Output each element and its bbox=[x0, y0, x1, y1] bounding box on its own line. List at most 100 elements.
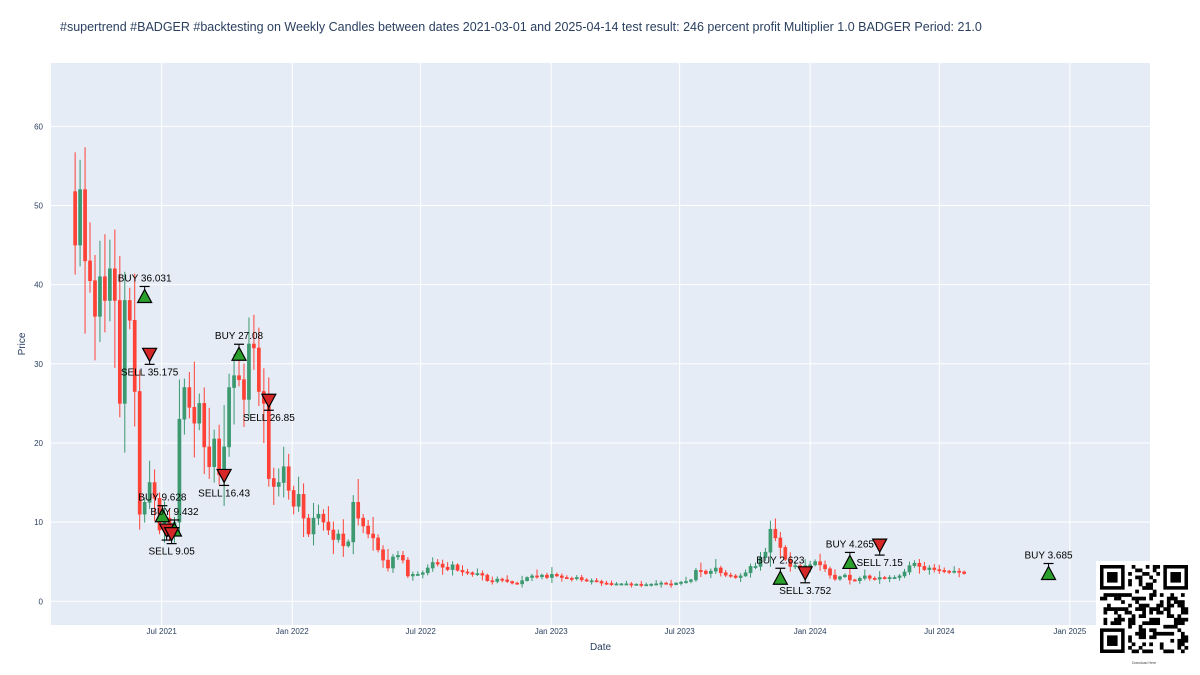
candle bbox=[569, 576, 574, 582]
candle bbox=[227, 373, 231, 457]
qr-code[interactable]: Download Here bbox=[1096, 561, 1192, 669]
candle bbox=[406, 557, 410, 579]
candle bbox=[887, 575, 892, 583]
plot-background bbox=[51, 63, 1150, 625]
chart-title: #supertrend #BADGER #backtesting on Week… bbox=[60, 20, 982, 34]
candle bbox=[872, 576, 877, 581]
candle bbox=[316, 504, 321, 526]
candle bbox=[540, 573, 544, 580]
candle bbox=[490, 576, 495, 585]
y-tick-label: 30 bbox=[34, 360, 43, 369]
y-tick-label: 60 bbox=[34, 122, 43, 131]
sell-signal-marker: SELL 3.752 bbox=[779, 566, 832, 597]
candle bbox=[639, 580, 644, 588]
candle bbox=[321, 509, 326, 531]
candle bbox=[122, 271, 127, 453]
candle bbox=[257, 327, 261, 406]
candle bbox=[465, 568, 470, 575]
candle bbox=[530, 573, 534, 581]
candle bbox=[301, 483, 306, 538]
candle bbox=[187, 372, 192, 419]
candle bbox=[743, 569, 748, 577]
y-tick-label: 40 bbox=[34, 281, 43, 290]
candle bbox=[242, 363, 246, 427]
candle bbox=[460, 565, 465, 576]
sell-signal-label: SELL 7.15 bbox=[857, 558, 904, 569]
candle bbox=[937, 564, 942, 574]
candle bbox=[331, 521, 336, 554]
candle bbox=[902, 568, 907, 579]
candle bbox=[98, 240, 102, 342]
sell-signal-label: SELL 3.752 bbox=[779, 586, 831, 597]
candle bbox=[525, 576, 529, 582]
candle bbox=[818, 553, 822, 571]
candle bbox=[674, 582, 678, 586]
candle bbox=[733, 574, 738, 579]
candle bbox=[679, 580, 683, 586]
buy-signal-label: BUY 4.265 bbox=[826, 539, 875, 550]
signal-layer: BUY 36.031 SELL 35.175 BUY 9.628 BUY 9.432 S… bbox=[118, 273, 1135, 600]
candle bbox=[778, 531, 783, 558]
candle bbox=[411, 571, 415, 581]
candle bbox=[510, 580, 515, 585]
candle bbox=[445, 562, 450, 572]
candle bbox=[922, 561, 927, 572]
qr-code-image bbox=[1100, 565, 1189, 654]
candle bbox=[515, 581, 519, 585]
candle bbox=[897, 574, 902, 581]
candle bbox=[545, 572, 549, 580]
candle bbox=[396, 550, 400, 561]
candle bbox=[763, 547, 768, 561]
candle bbox=[202, 387, 207, 475]
candle bbox=[306, 514, 311, 537]
candle bbox=[108, 239, 112, 322]
candle bbox=[376, 534, 380, 553]
candle bbox=[415, 571, 420, 576]
candle bbox=[843, 573, 847, 579]
candle bbox=[699, 562, 703, 578]
candle bbox=[867, 574, 872, 581]
candle bbox=[669, 579, 673, 588]
buy-signal-marker: BUY 4.265 bbox=[826, 539, 875, 570]
buy-signal-label: BUY 3.685 bbox=[1024, 551, 1073, 562]
candle bbox=[127, 287, 132, 330]
candle bbox=[559, 573, 564, 582]
candle bbox=[435, 559, 440, 567]
candle bbox=[644, 582, 649, 587]
candle bbox=[584, 578, 589, 582]
candle bbox=[659, 580, 664, 588]
buy-signal-label: BUY 9.432 bbox=[150, 507, 199, 518]
candle bbox=[147, 460, 152, 510]
sell-signal-marker: SELL 26.85 bbox=[243, 393, 295, 424]
buy-signal-marker: BUY 9.628 bbox=[138, 493, 187, 523]
candle bbox=[773, 518, 778, 542]
candle bbox=[738, 573, 743, 582]
candle bbox=[485, 573, 490, 582]
candle bbox=[420, 570, 425, 579]
candle bbox=[957, 568, 961, 578]
candle bbox=[386, 548, 390, 572]
qr-caption: Download Here bbox=[1131, 661, 1157, 665]
x-tick-label: Jul 2022 bbox=[406, 627, 437, 636]
candle bbox=[271, 467, 276, 505]
candle bbox=[296, 476, 301, 512]
candle bbox=[430, 557, 435, 572]
candle bbox=[132, 273, 137, 427]
candle bbox=[718, 565, 723, 577]
candle bbox=[788, 552, 793, 572]
candle bbox=[341, 519, 346, 557]
candle bbox=[579, 574, 584, 582]
candle bbox=[624, 580, 629, 586]
candle bbox=[291, 485, 296, 515]
candle bbox=[838, 575, 842, 581]
y-tick-label: 0 bbox=[39, 597, 44, 606]
candle bbox=[311, 502, 316, 546]
candle bbox=[286, 453, 291, 500]
candle bbox=[962, 570, 966, 575]
candle bbox=[505, 575, 510, 583]
buy-signal-label: BUY 2.623 bbox=[756, 555, 805, 566]
candle bbox=[823, 560, 827, 572]
buy-signal-label: BUY 27.08 bbox=[215, 331, 264, 342]
candle bbox=[927, 565, 932, 575]
candle bbox=[604, 580, 609, 586]
